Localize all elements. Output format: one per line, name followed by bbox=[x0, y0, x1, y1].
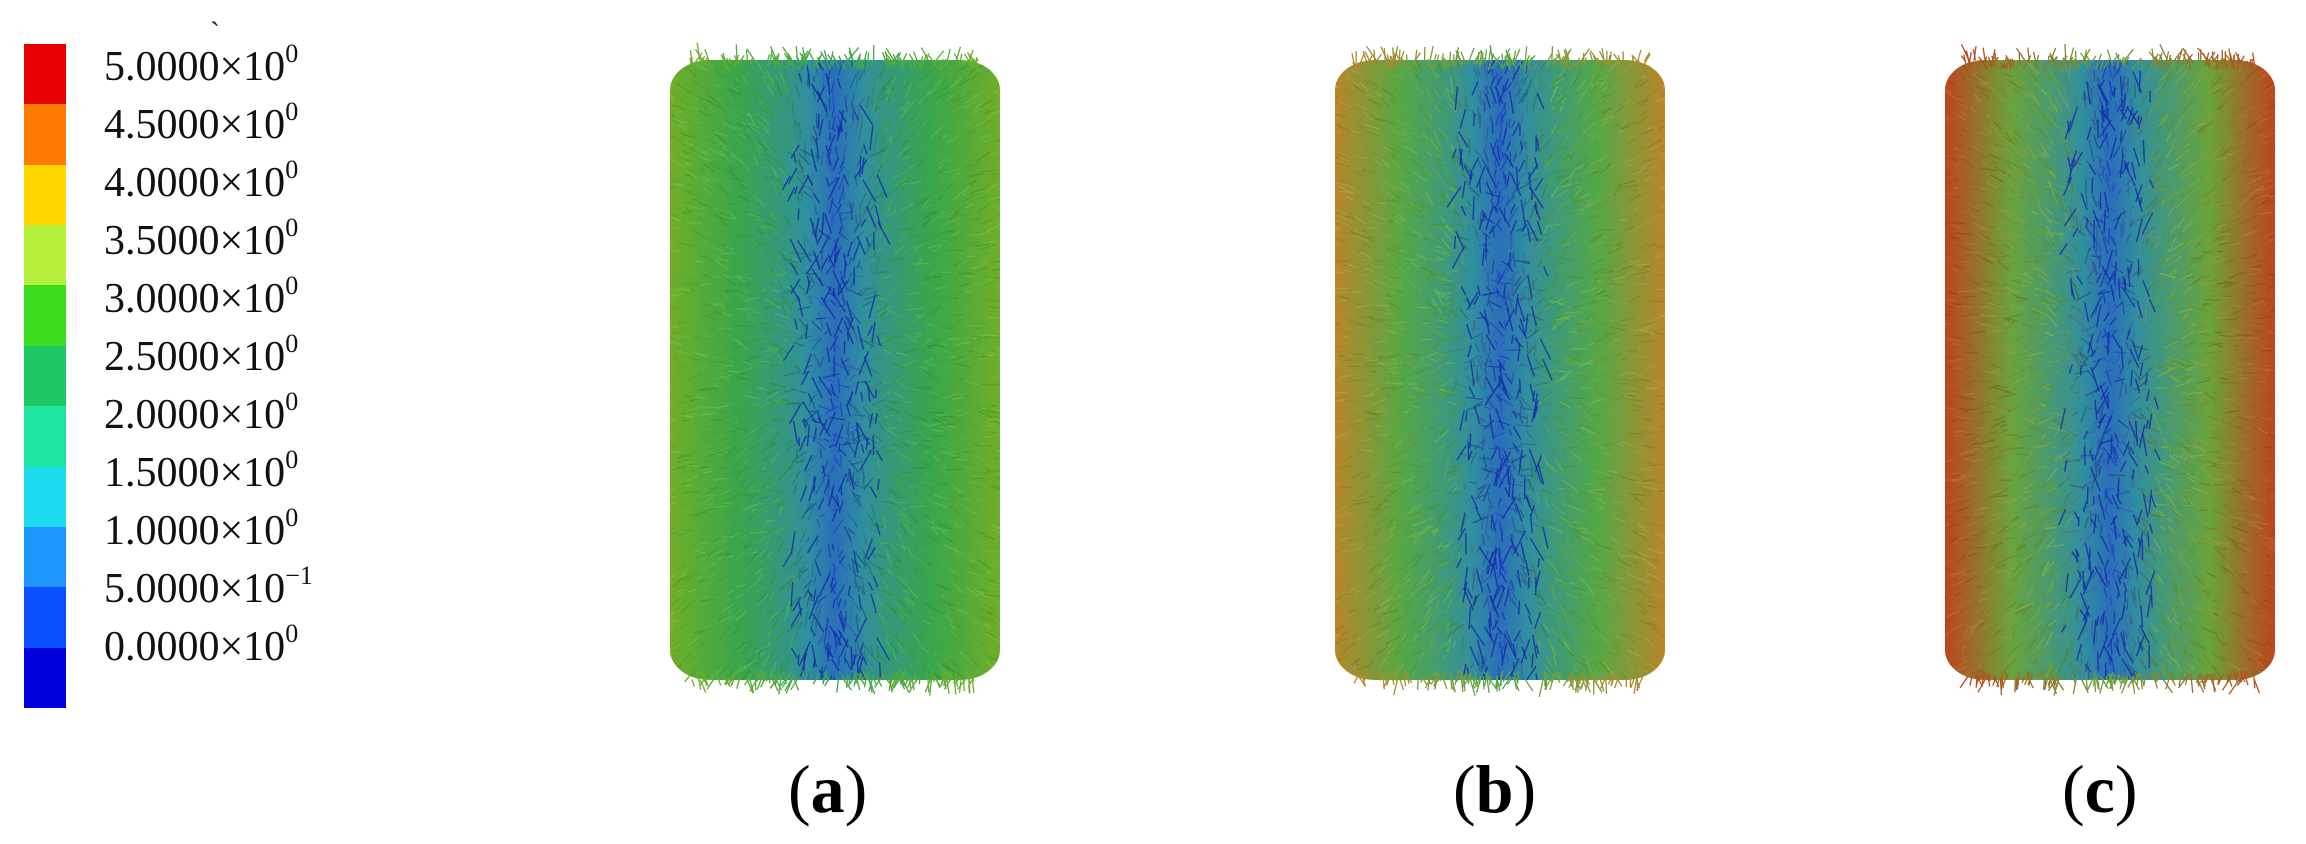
cylinder-c-image bbox=[1945, 43, 2275, 696]
legend-swatch bbox=[24, 526, 66, 588]
cylinder-fringe bbox=[1351, 44, 1651, 698]
cylinder-fringe bbox=[684, 42, 980, 696]
vector-field-strokes bbox=[670, 60, 1000, 680]
legend-color-bar bbox=[24, 44, 66, 708]
panel-a-label: (a) bbox=[788, 751, 868, 827]
legend-label: 1.0000×100 bbox=[104, 503, 299, 554]
legend-swatch bbox=[24, 104, 66, 165]
legend-swatch bbox=[24, 225, 66, 286]
legend-swatch bbox=[24, 345, 66, 407]
cylinder-b-image bbox=[1335, 44, 1665, 698]
legend-swatch bbox=[24, 44, 66, 105]
legend-label: 2.0000×100 bbox=[104, 387, 299, 438]
legend-label: 1.5000×100 bbox=[104, 445, 299, 496]
panel-b-cylinder bbox=[1325, 40, 1695, 700]
legend-label: 3.5000×100 bbox=[104, 213, 299, 264]
legend-swatch bbox=[24, 587, 66, 648]
legend-swatch bbox=[24, 406, 66, 467]
legend-swatch bbox=[24, 164, 66, 226]
legend-labels: 5.0000×100 4.5000×100 4.0000×100 3.5000×100… bbox=[104, 38, 444, 718]
panel-b-label: (b) bbox=[1453, 751, 1537, 827]
legend-label: 4.0000×100 bbox=[104, 155, 299, 206]
legend-label: 2.5000×100 bbox=[104, 329, 299, 380]
panel-c-label: (c) bbox=[2062, 751, 2138, 827]
panel-c-cylinder bbox=[1935, 40, 2305, 700]
panel-a-cylinder bbox=[660, 40, 1030, 700]
legend-label: 5.0000×10−1 bbox=[104, 561, 313, 612]
vector-field-strokes bbox=[1945, 60, 2275, 680]
legend-label: 5.0000×100 bbox=[104, 39, 299, 90]
vector-field-strokes bbox=[1335, 60, 1665, 680]
legend-label: 3.0000×100 bbox=[104, 271, 299, 322]
cylinder-fringe bbox=[1959, 43, 2261, 696]
legend-label: 4.5000×100 bbox=[104, 97, 299, 148]
legend-label: 0.0000×100 bbox=[104, 619, 299, 670]
legend-swatch bbox=[24, 285, 66, 346]
color-legend: 5.0000×100 4.5000×100 4.0000×100 3.5000×100… bbox=[24, 38, 444, 718]
legend-swatch bbox=[24, 466, 66, 527]
stray-mark: ` bbox=[210, 16, 220, 49]
cylinder-a-image bbox=[670, 42, 1000, 696]
legend-swatch bbox=[24, 647, 66, 708]
